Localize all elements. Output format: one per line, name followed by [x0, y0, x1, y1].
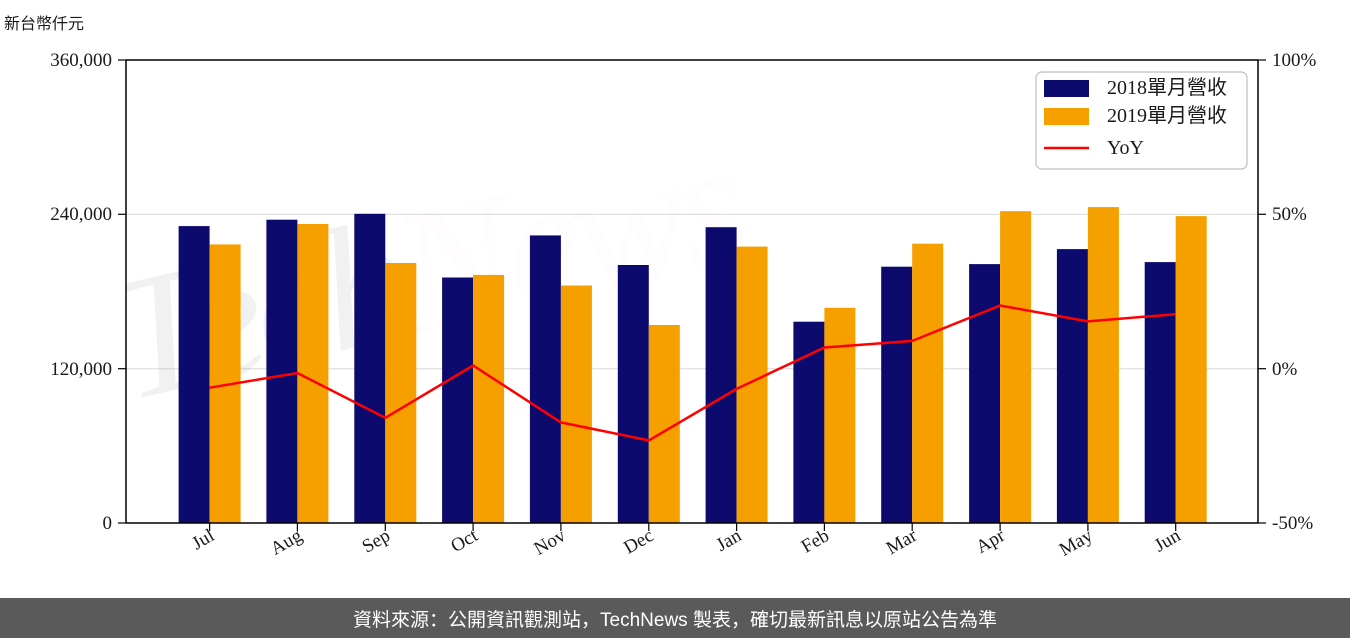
- svg-text:Feb: Feb: [798, 525, 833, 557]
- svg-text:Nov: Nov: [531, 525, 570, 560]
- svg-text:Mar: Mar: [883, 525, 921, 559]
- svg-text:Sep: Sep: [359, 525, 394, 557]
- svg-text:120,000: 120,000: [50, 359, 112, 380]
- svg-text:Apr: Apr: [972, 525, 1009, 558]
- svg-text:-50%: -50%: [1272, 513, 1313, 534]
- svg-text:Oct: Oct: [447, 525, 482, 557]
- svg-text:Aug: Aug: [267, 525, 306, 560]
- svg-text:100%: 100%: [1272, 50, 1317, 71]
- svg-text:50%: 50%: [1272, 204, 1307, 225]
- svg-text:Jul: Jul: [188, 525, 218, 554]
- svg-text:2018單月營收: 2018單月營收: [1107, 76, 1227, 99]
- svg-text:Jun: Jun: [1151, 525, 1185, 557]
- svg-text:0: 0: [103, 513, 113, 534]
- svg-text:0%: 0%: [1272, 359, 1298, 380]
- svg-text:新台幣仟元: 新台幣仟元: [4, 15, 84, 33]
- svg-text:May: May: [1056, 525, 1097, 561]
- svg-text:Dec: Dec: [620, 525, 657, 558]
- svg-text:360,000: 360,000: [50, 50, 112, 71]
- svg-text:YoY: YoY: [1107, 137, 1144, 159]
- svg-text:240,000: 240,000: [50, 204, 112, 225]
- svg-text:2019單月營收: 2019單月營收: [1107, 104, 1227, 127]
- svg-text:Jan: Jan: [713, 525, 746, 556]
